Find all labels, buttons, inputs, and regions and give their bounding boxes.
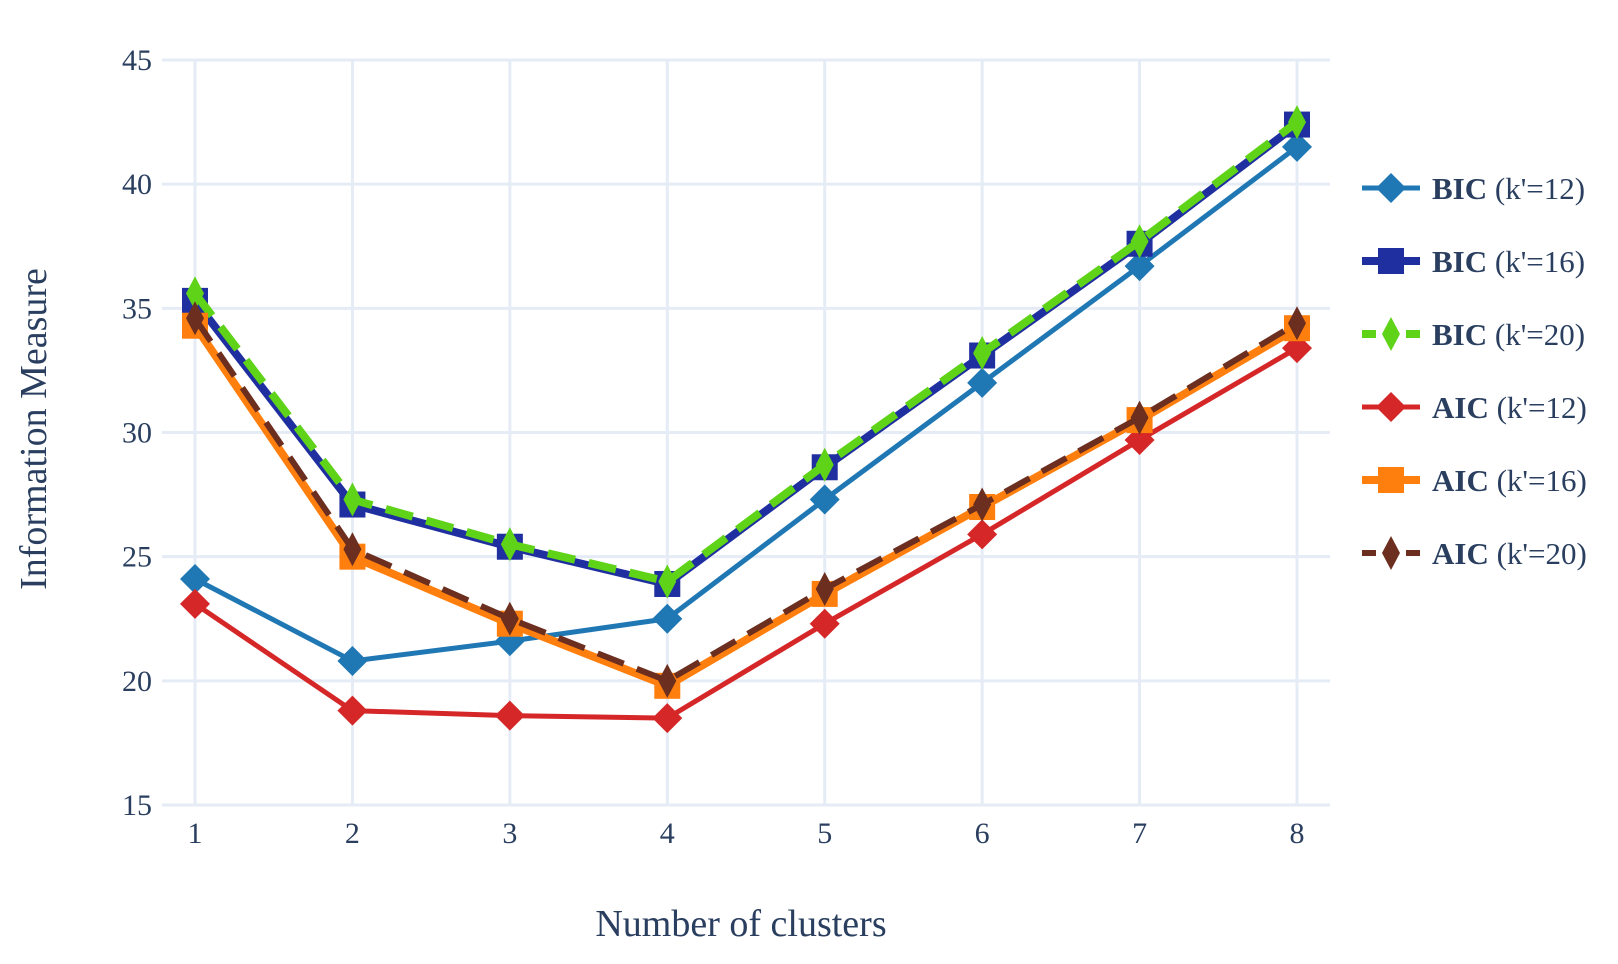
legend-swatch-marker — [1376, 392, 1406, 422]
data-point — [652, 703, 683, 734]
legend-label-rest: (k'=16) — [1489, 463, 1587, 498]
data-point — [500, 601, 519, 636]
legend-swatch-marker — [1382, 317, 1400, 351]
legend-label-bold: AIC — [1432, 463, 1489, 498]
data-point — [186, 301, 204, 336]
legend-swatch-marker — [1382, 536, 1400, 570]
legend-label: BIC (k'=16) — [1432, 244, 1585, 279]
y-tick-label: 45 — [122, 44, 152, 77]
series-2 — [186, 105, 1306, 599]
legend-label-rest: (k'=16) — [1487, 244, 1585, 279]
data-point — [1282, 131, 1312, 162]
y-tick-label: 30 — [122, 417, 152, 450]
y-axis-title: Information Measure — [13, 268, 55, 590]
data-point — [652, 603, 683, 634]
legend-swatch-marker — [1378, 248, 1404, 274]
legend-swatch-marker — [1376, 173, 1406, 203]
x-tick-label: 7 — [1132, 817, 1147, 850]
legend-label-rest: (k'=12) — [1489, 390, 1587, 425]
series-line — [193, 144, 1299, 664]
legend-label: BIC (k'=12) — [1432, 171, 1585, 206]
data-point — [500, 527, 519, 562]
legend-label-bold: BIC — [1432, 317, 1487, 352]
data-point — [809, 608, 840, 639]
legend-item: AIC (k'=16) — [1362, 463, 1587, 498]
legend-label: AIC (k'=20) — [1432, 536, 1587, 571]
data-point — [1288, 105, 1306, 140]
data-point — [658, 564, 677, 599]
x-tick-label: 8 — [1290, 817, 1305, 850]
legend-item: AIC (k'=12) — [1362, 390, 1587, 425]
legend-label-bold: AIC — [1432, 536, 1489, 571]
x-tick-label: 2 — [345, 817, 360, 850]
legend-label-bold: BIC — [1432, 244, 1487, 279]
series-line — [191, 323, 1300, 690]
legend-label: AIC (k'=12) — [1432, 390, 1587, 425]
data-point — [337, 695, 368, 726]
x-tick-label: 4 — [660, 817, 675, 850]
legend-item: BIC (k'=20) — [1362, 317, 1585, 352]
data-point — [343, 532, 362, 567]
data-point — [180, 588, 210, 619]
data-point — [967, 367, 998, 398]
series-layer — [180, 105, 1312, 734]
legend: BIC (k'=12)BIC (k'=16)BIC (k'=20)AIC (k'… — [1362, 171, 1587, 571]
y-tick-label: 15 — [122, 789, 152, 822]
x-tick-label: 5 — [817, 817, 832, 850]
legend-label-rest: (k'=12) — [1487, 171, 1585, 206]
series-line — [192, 316, 1299, 684]
data-point — [180, 564, 210, 595]
legend-label-bold: AIC — [1432, 390, 1489, 425]
data-point — [337, 645, 368, 676]
legend-item: AIC (k'=20) — [1362, 536, 1587, 571]
y-tick-label: 35 — [122, 292, 152, 325]
y-tick-label: 40 — [122, 168, 152, 201]
data-point — [973, 336, 992, 371]
data-point — [343, 482, 362, 517]
legend-item: BIC (k'=12) — [1362, 171, 1585, 206]
data-point — [973, 487, 992, 522]
data-point — [815, 571, 834, 606]
data-point — [658, 663, 677, 698]
legend-label-bold: BIC — [1432, 171, 1487, 206]
legend-label-rest: (k'=20) — [1487, 317, 1585, 352]
series-5 — [186, 301, 1306, 698]
data-point — [1130, 224, 1149, 259]
y-tick-label: 25 — [122, 541, 152, 574]
series-0 — [180, 131, 1312, 676]
data-point — [815, 447, 834, 482]
x-tick-label: 1 — [188, 817, 203, 850]
legend-label: AIC (k'=16) — [1432, 463, 1587, 498]
legend-swatch-marker — [1378, 467, 1404, 493]
legend-item: BIC (k'=16) — [1362, 244, 1585, 279]
y-tick-label: 20 — [122, 665, 152, 698]
series-line — [193, 345, 1299, 721]
legend-label: BIC (k'=20) — [1432, 317, 1585, 352]
data-point — [967, 519, 998, 550]
x-tick-label: 3 — [502, 817, 517, 850]
x-tick-label: 6 — [975, 817, 990, 850]
x-axis-title: Number of clusters — [595, 903, 886, 945]
data-point — [809, 484, 840, 515]
data-point — [1124, 251, 1155, 282]
legend-label-rest: (k'=20) — [1489, 536, 1587, 571]
series-line — [191, 118, 1300, 586]
data-point — [1288, 306, 1306, 341]
data-point — [186, 276, 204, 311]
data-point — [494, 700, 525, 731]
data-point — [1130, 400, 1149, 435]
